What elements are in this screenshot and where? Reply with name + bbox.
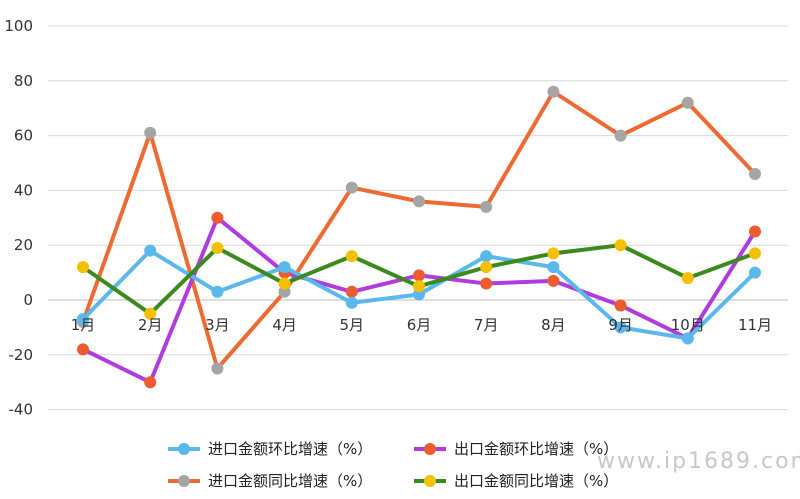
series-0 bbox=[77, 85, 761, 375]
data-point bbox=[345, 181, 358, 194]
y-tick-label: 100 bbox=[4, 17, 33, 35]
data-point bbox=[278, 277, 291, 290]
legend: 进口金额环比增速（%） 出口金额环比增速（%） 进口金额同比增速（%） 出口金额同比增… bbox=[168, 440, 618, 490]
legend-marker bbox=[178, 443, 190, 455]
y-tick-label: 40 bbox=[14, 181, 33, 199]
x-tick-label: 8月 bbox=[541, 316, 566, 334]
data-point bbox=[278, 261, 291, 274]
y-tick-label: -40 bbox=[9, 401, 34, 419]
y-tick-label: 60 bbox=[14, 127, 33, 145]
x-tick-label: 1月 bbox=[71, 316, 96, 334]
x-tick-label: 9月 bbox=[608, 316, 633, 334]
data-point bbox=[211, 241, 224, 254]
data-point bbox=[681, 96, 694, 109]
data-point bbox=[749, 167, 761, 180]
x-tick-label: 3月 bbox=[205, 316, 230, 334]
data-point bbox=[614, 239, 627, 252]
data-point bbox=[211, 211, 224, 224]
x-tick-label: 10月 bbox=[671, 316, 705, 334]
data-point bbox=[77, 313, 89, 326]
data-point bbox=[144, 307, 157, 320]
legend-marker bbox=[424, 443, 436, 455]
data-point bbox=[278, 285, 291, 298]
legend-label: 进口金额同比增速（%） bbox=[208, 472, 372, 490]
x-tick-label: 6月 bbox=[407, 316, 432, 334]
data-point bbox=[413, 269, 425, 282]
watermark-text: www.ip1689.com bbox=[597, 449, 800, 474]
y-tick-label: -20 bbox=[9, 346, 34, 364]
data-point bbox=[480, 200, 493, 213]
data-point bbox=[480, 261, 493, 274]
data-point bbox=[77, 261, 89, 274]
series-2 bbox=[77, 244, 761, 345]
data-point bbox=[345, 296, 358, 309]
y-tick-label: 20 bbox=[14, 236, 33, 254]
data-point bbox=[144, 126, 157, 139]
y-axis: -40 -20 0 20 40 60 80 100 bbox=[4, 17, 33, 419]
data-point bbox=[749, 247, 761, 260]
data-point bbox=[480, 250, 493, 263]
x-tick-label: 11月 bbox=[738, 316, 772, 334]
legend-item: 进口金额环比增速（%） bbox=[168, 440, 372, 458]
data-point bbox=[211, 285, 224, 298]
data-point bbox=[211, 362, 224, 375]
legend-item: 出口金额环比增速（%） bbox=[414, 440, 618, 458]
legend-item: 出口金额同比增速（%） bbox=[414, 472, 618, 490]
x-tick-label: 4月 bbox=[272, 316, 297, 334]
legend-item: 进口金额同比增速（%） bbox=[168, 472, 372, 490]
data-point bbox=[547, 274, 560, 287]
data-point bbox=[614, 299, 627, 312]
x-axis: 1月 2月 3月 4月 5月 6月 7月 8月 9月 10月 11月 bbox=[71, 316, 772, 334]
data-point bbox=[413, 280, 425, 293]
legend-marker bbox=[178, 475, 190, 487]
grid-lines bbox=[48, 25, 788, 411]
series-group bbox=[77, 85, 761, 389]
legend-label: 进口金额环比增速（%） bbox=[208, 440, 372, 458]
x-tick-label: 2月 bbox=[138, 316, 163, 334]
data-point bbox=[681, 332, 694, 345]
x-tick-label: 5月 bbox=[340, 316, 365, 334]
data-point bbox=[614, 129, 627, 142]
y-tick-label: 0 bbox=[23, 291, 33, 309]
data-point bbox=[345, 285, 358, 298]
data-point bbox=[547, 247, 560, 260]
data-point bbox=[144, 244, 157, 257]
data-point bbox=[749, 225, 761, 238]
data-point bbox=[144, 376, 157, 389]
data-point bbox=[480, 277, 493, 290]
data-point bbox=[547, 261, 560, 274]
legend-label: 出口金额环比增速（%） bbox=[454, 440, 618, 458]
data-point bbox=[749, 266, 761, 279]
data-point bbox=[345, 250, 358, 263]
data-point bbox=[77, 343, 89, 356]
y-tick-label: 80 bbox=[14, 72, 33, 90]
legend-label: 出口金额同比增速（%） bbox=[454, 472, 618, 490]
data-point bbox=[413, 288, 425, 301]
x-tick-label: 7月 bbox=[474, 316, 499, 334]
series-3 bbox=[77, 239, 761, 320]
data-point bbox=[547, 85, 560, 98]
data-point bbox=[413, 195, 425, 208]
legend-marker bbox=[424, 475, 436, 487]
data-point bbox=[614, 321, 627, 334]
data-point bbox=[681, 272, 694, 285]
